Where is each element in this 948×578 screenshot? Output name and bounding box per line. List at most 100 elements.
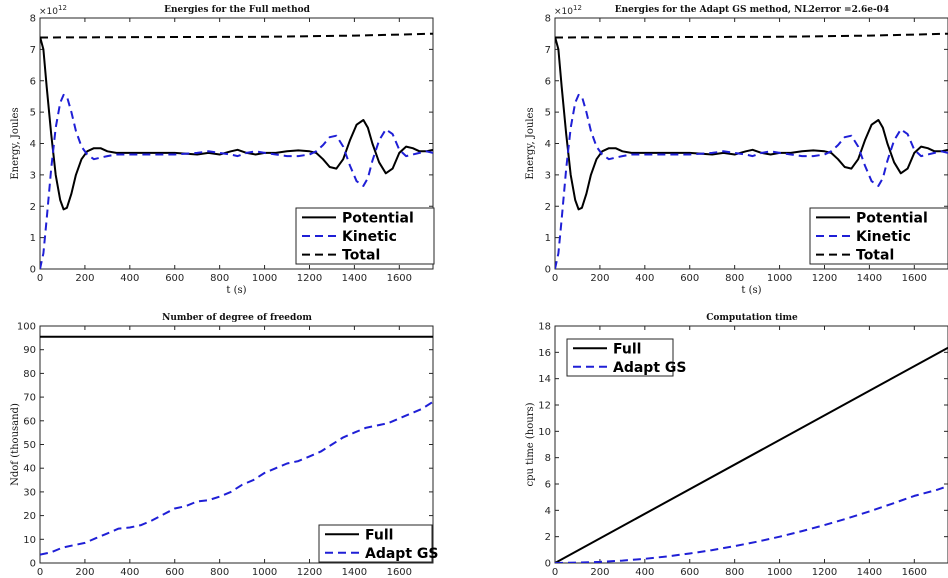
legend-label: Kinetic — [856, 229, 911, 245]
multiplier-base: ×10 — [39, 7, 58, 17]
x-tick-label: 400 — [635, 567, 654, 578]
x-tick-label: 0 — [37, 273, 43, 284]
legend-box — [318, 524, 433, 563]
legend-label: Potential — [856, 210, 928, 226]
x-tick-label: 800 — [725, 273, 744, 284]
legend-label: Full — [365, 527, 393, 543]
y-tick-label: 60 — [23, 416, 36, 427]
y-tick-label: 3 — [545, 170, 551, 181]
y-tick-label: 6 — [30, 76, 36, 87]
x-tick-label: 1200 — [297, 273, 322, 284]
chart-title: Energies for the Adapt GS method, NL2err… — [615, 5, 889, 15]
x-tick-label: 1400 — [342, 567, 367, 578]
y-tick-label: 50 — [23, 440, 36, 451]
y-tick-label: 18 — [538, 322, 551, 333]
y-tick-label: 2 — [545, 532, 551, 543]
y-tick-label: 90 — [23, 345, 36, 356]
x-tick-label: 800 — [210, 273, 229, 284]
legend-label: Total — [856, 248, 894, 264]
y-axis-label: Energy, Joules — [525, 107, 536, 179]
y-tick-label: 80 — [23, 369, 36, 380]
y-tick-label: 5 — [545, 108, 551, 119]
y-axis-label: cpu time (hours) — [525, 402, 536, 486]
x-tick-label: 200 — [75, 567, 94, 578]
x-axis-label: t (s) — [226, 285, 246, 296]
x-tick-label: 200 — [590, 567, 609, 578]
y-tick-label: 0 — [545, 265, 551, 276]
y-tick-label: 30 — [23, 487, 36, 498]
series-line-potential — [40, 36, 433, 211]
x-tick-label: 400 — [635, 273, 654, 284]
y-tick-label: 6 — [545, 76, 551, 87]
x-tick-label: 400 — [120, 567, 139, 578]
y-tick-label: 10 — [538, 427, 551, 438]
y-tick-label: 16 — [538, 348, 551, 359]
x-tick-label: 1400 — [857, 567, 882, 578]
legend-label: Full — [613, 341, 641, 357]
legend-label: Potential — [342, 210, 414, 226]
plot-area — [39, 325, 434, 564]
series-line-kinetic — [40, 93, 433, 269]
x-tick-label: 600 — [680, 567, 699, 578]
chart-panel-4: 0 200 400 600 800 1000 1200 1400 1600 0 2 4 6 8 10 12 14… — [525, 313, 948, 578]
legend: Full Adapt GS — [318, 524, 438, 563]
x-tick-label: 1600 — [387, 273, 412, 284]
legend-label: Total — [342, 248, 380, 264]
y-axis-multiplier: ×1012 — [554, 4, 582, 17]
chart-title: Energies for the Full method — [164, 5, 311, 15]
series-line-full — [555, 346, 948, 563]
y-tick-label: 40 — [23, 464, 36, 475]
y-tick-label: 12 — [538, 401, 551, 412]
y-axis-label: Energy, Joules — [10, 107, 21, 179]
series-line-potential — [555, 36, 948, 211]
x-tick-label: 0 — [552, 273, 558, 284]
x-tick-label: 1200 — [297, 567, 322, 578]
y-axis-multiplier: ×1012 — [39, 4, 67, 17]
y-tick-label: 7 — [545, 45, 551, 56]
y-tick-label: 4 — [545, 506, 551, 517]
x-tick-label: 1000 — [252, 273, 277, 284]
x-tick-label: 400 — [120, 273, 139, 284]
x-tick-label: 600 — [165, 273, 184, 284]
legend: Potential Kinetic Total — [295, 207, 435, 265]
y-tick-label: 2 — [545, 202, 551, 213]
y-tick-label: 0 — [30, 559, 36, 570]
y-tick-label: 2 — [30, 202, 36, 213]
legend-label: Kinetic — [342, 229, 397, 245]
series-line-adapt-gs — [40, 400, 433, 556]
y-tick-label: 70 — [23, 393, 36, 404]
series-line-adapt-gs — [555, 485, 948, 563]
legend: Full Adapt GS — [566, 338, 686, 377]
legend-label: Adapt GS — [613, 360, 686, 376]
y-tick-label: 8 — [30, 14, 36, 25]
x-tick-label: 600 — [680, 273, 699, 284]
chart-title: Computation time — [706, 313, 798, 323]
x-tick-label: 1600 — [902, 273, 927, 284]
x-tick-label: 1200 — [812, 273, 837, 284]
y-tick-label: 6 — [545, 480, 551, 491]
x-axis-label: t (s) — [741, 285, 761, 296]
y-tick-label: 4 — [30, 139, 36, 150]
x-tick-label: 800 — [210, 567, 229, 578]
y-tick-label: 7 — [30, 45, 36, 56]
chart-title: Number of degree of freedom — [162, 313, 312, 323]
y-tick-label: 3 — [30, 170, 36, 181]
x-tick-label: 600 — [165, 567, 184, 578]
x-tick-label: 200 — [75, 273, 94, 284]
series-line-kinetic — [555, 93, 948, 269]
y-tick-label: 20 — [23, 511, 36, 522]
x-tick-label: 200 — [590, 273, 609, 284]
legend-box — [566, 338, 674, 377]
x-tick-label: 1600 — [902, 567, 927, 578]
x-tick-label: 0 — [37, 567, 43, 578]
chart-panel-3: 0 200 400 600 800 1000 1200 1400 1600 0 10 20 30 40 50… — [10, 313, 438, 578]
x-tick-label: 1400 — [342, 273, 367, 284]
y-tick-label: 100 — [17, 322, 36, 333]
x-tick-label: 1200 — [812, 567, 837, 578]
y-tick-label: 5 — [30, 108, 36, 119]
multiplier-exponent: 12 — [58, 4, 67, 12]
legend-label: Adapt GS — [365, 546, 438, 562]
multiplier-exponent: 12 — [573, 4, 582, 12]
x-tick-label: 1600 — [387, 567, 412, 578]
